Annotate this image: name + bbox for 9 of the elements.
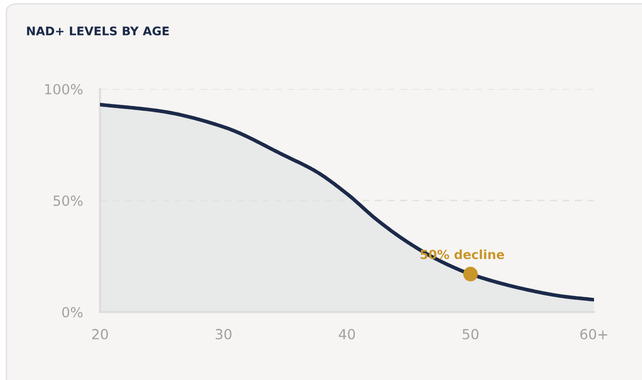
x-tick-label: 20 bbox=[92, 328, 108, 340]
x-tick-label: 60+ bbox=[580, 328, 608, 340]
y-tick-label: 50% bbox=[54, 195, 83, 206]
y-tick-label: 0% bbox=[62, 306, 83, 318]
y-tick-label: 100% bbox=[45, 84, 83, 94]
x-tick-label: 50 bbox=[462, 328, 478, 340]
x-tick-label: 40 bbox=[338, 328, 355, 340]
chart-title: NAD+ LEVELS BY AGE bbox=[27, 26, 169, 36]
x-tick-label: 30 bbox=[216, 328, 232, 340]
